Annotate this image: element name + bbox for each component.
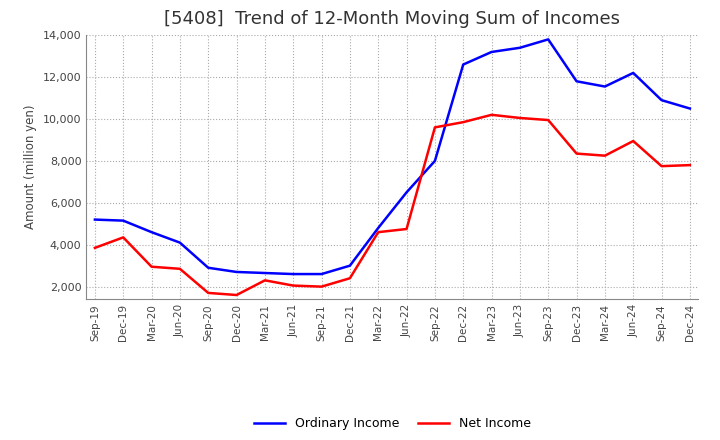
Net Income xyxy=(91,245,99,250)
Net Income xyxy=(487,112,496,117)
Ordinary Income xyxy=(176,240,184,245)
Ordinary Income xyxy=(629,70,637,76)
Net Income xyxy=(204,290,212,296)
Net Income xyxy=(261,278,269,283)
Ordinary Income xyxy=(431,158,439,164)
Net Income xyxy=(629,138,637,143)
Net Income xyxy=(176,266,184,271)
Ordinary Income xyxy=(544,37,552,42)
Legend: Ordinary Income, Net Income: Ordinary Income, Net Income xyxy=(253,417,531,430)
Ordinary Income xyxy=(374,225,382,231)
Net Income xyxy=(431,125,439,130)
Ordinary Income xyxy=(318,271,326,277)
Ordinary Income xyxy=(233,269,241,275)
Net Income xyxy=(374,230,382,235)
Ordinary Income xyxy=(289,271,297,277)
Ordinary Income xyxy=(119,218,127,223)
Net Income xyxy=(346,275,354,281)
Net Income xyxy=(459,120,467,125)
Net Income xyxy=(402,226,411,231)
Title: [5408]  Trend of 12-Month Moving Sum of Incomes: [5408] Trend of 12-Month Moving Sum of I… xyxy=(164,10,621,28)
Ordinary Income xyxy=(148,230,156,235)
Net Income xyxy=(318,284,326,289)
Net Income xyxy=(516,115,524,121)
Ordinary Income xyxy=(572,79,581,84)
Net Income xyxy=(600,153,609,158)
Y-axis label: Amount (million yen): Amount (million yen) xyxy=(24,105,37,229)
Ordinary Income xyxy=(657,98,666,103)
Net Income xyxy=(572,151,581,156)
Ordinary Income xyxy=(346,263,354,268)
Ordinary Income xyxy=(91,217,99,222)
Ordinary Income xyxy=(204,265,212,271)
Ordinary Income xyxy=(261,270,269,275)
Ordinary Income xyxy=(459,62,467,67)
Ordinary Income xyxy=(402,190,411,195)
Line: Ordinary Income: Ordinary Income xyxy=(95,40,690,274)
Net Income xyxy=(233,292,241,297)
Ordinary Income xyxy=(600,84,609,89)
Net Income xyxy=(148,264,156,269)
Ordinary Income xyxy=(516,45,524,51)
Ordinary Income xyxy=(685,106,694,111)
Ordinary Income xyxy=(487,49,496,55)
Net Income xyxy=(657,164,666,169)
Net Income xyxy=(119,235,127,240)
Line: Net Income: Net Income xyxy=(95,115,690,295)
Net Income xyxy=(685,162,694,168)
Net Income xyxy=(544,117,552,123)
Net Income xyxy=(289,283,297,288)
